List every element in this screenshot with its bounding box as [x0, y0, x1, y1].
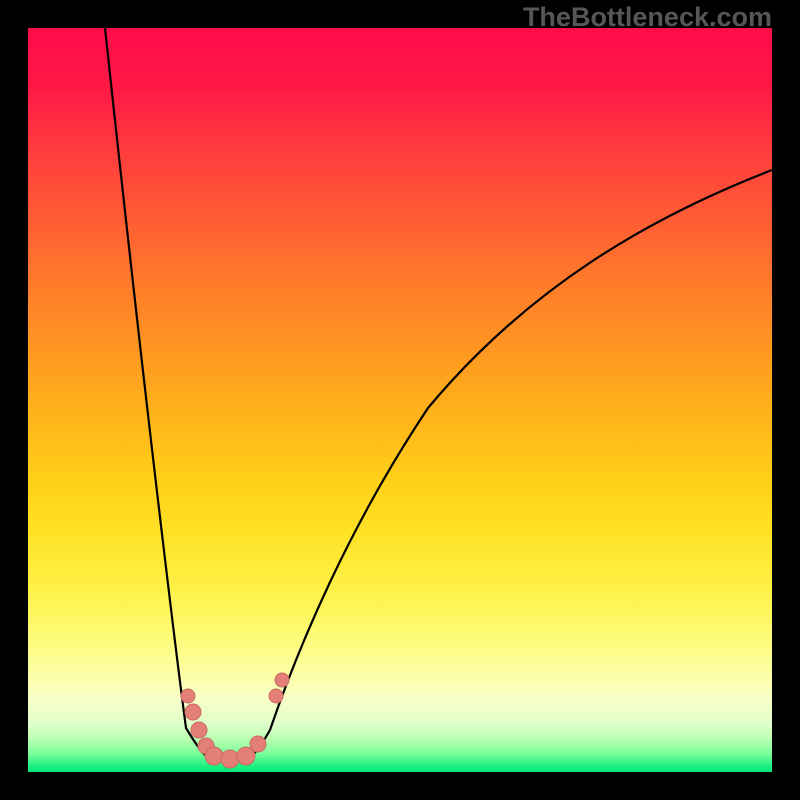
- data-point-marker: [250, 736, 266, 752]
- data-point-marker: [269, 689, 283, 703]
- data-point-marker: [275, 673, 289, 687]
- data-point-marker: [181, 689, 195, 703]
- data-point-marker: [185, 704, 201, 720]
- plot-area: [28, 28, 772, 772]
- watermark-text: TheBottleneck.com: [523, 2, 772, 33]
- data-point-marker: [221, 750, 239, 768]
- chart-container: TheBottleneck.com: [0, 0, 800, 800]
- data-point-marker: [191, 722, 207, 738]
- data-point-marker: [205, 747, 223, 765]
- bottleneck-curve: [105, 28, 772, 758]
- curve-overlay: [28, 28, 772, 772]
